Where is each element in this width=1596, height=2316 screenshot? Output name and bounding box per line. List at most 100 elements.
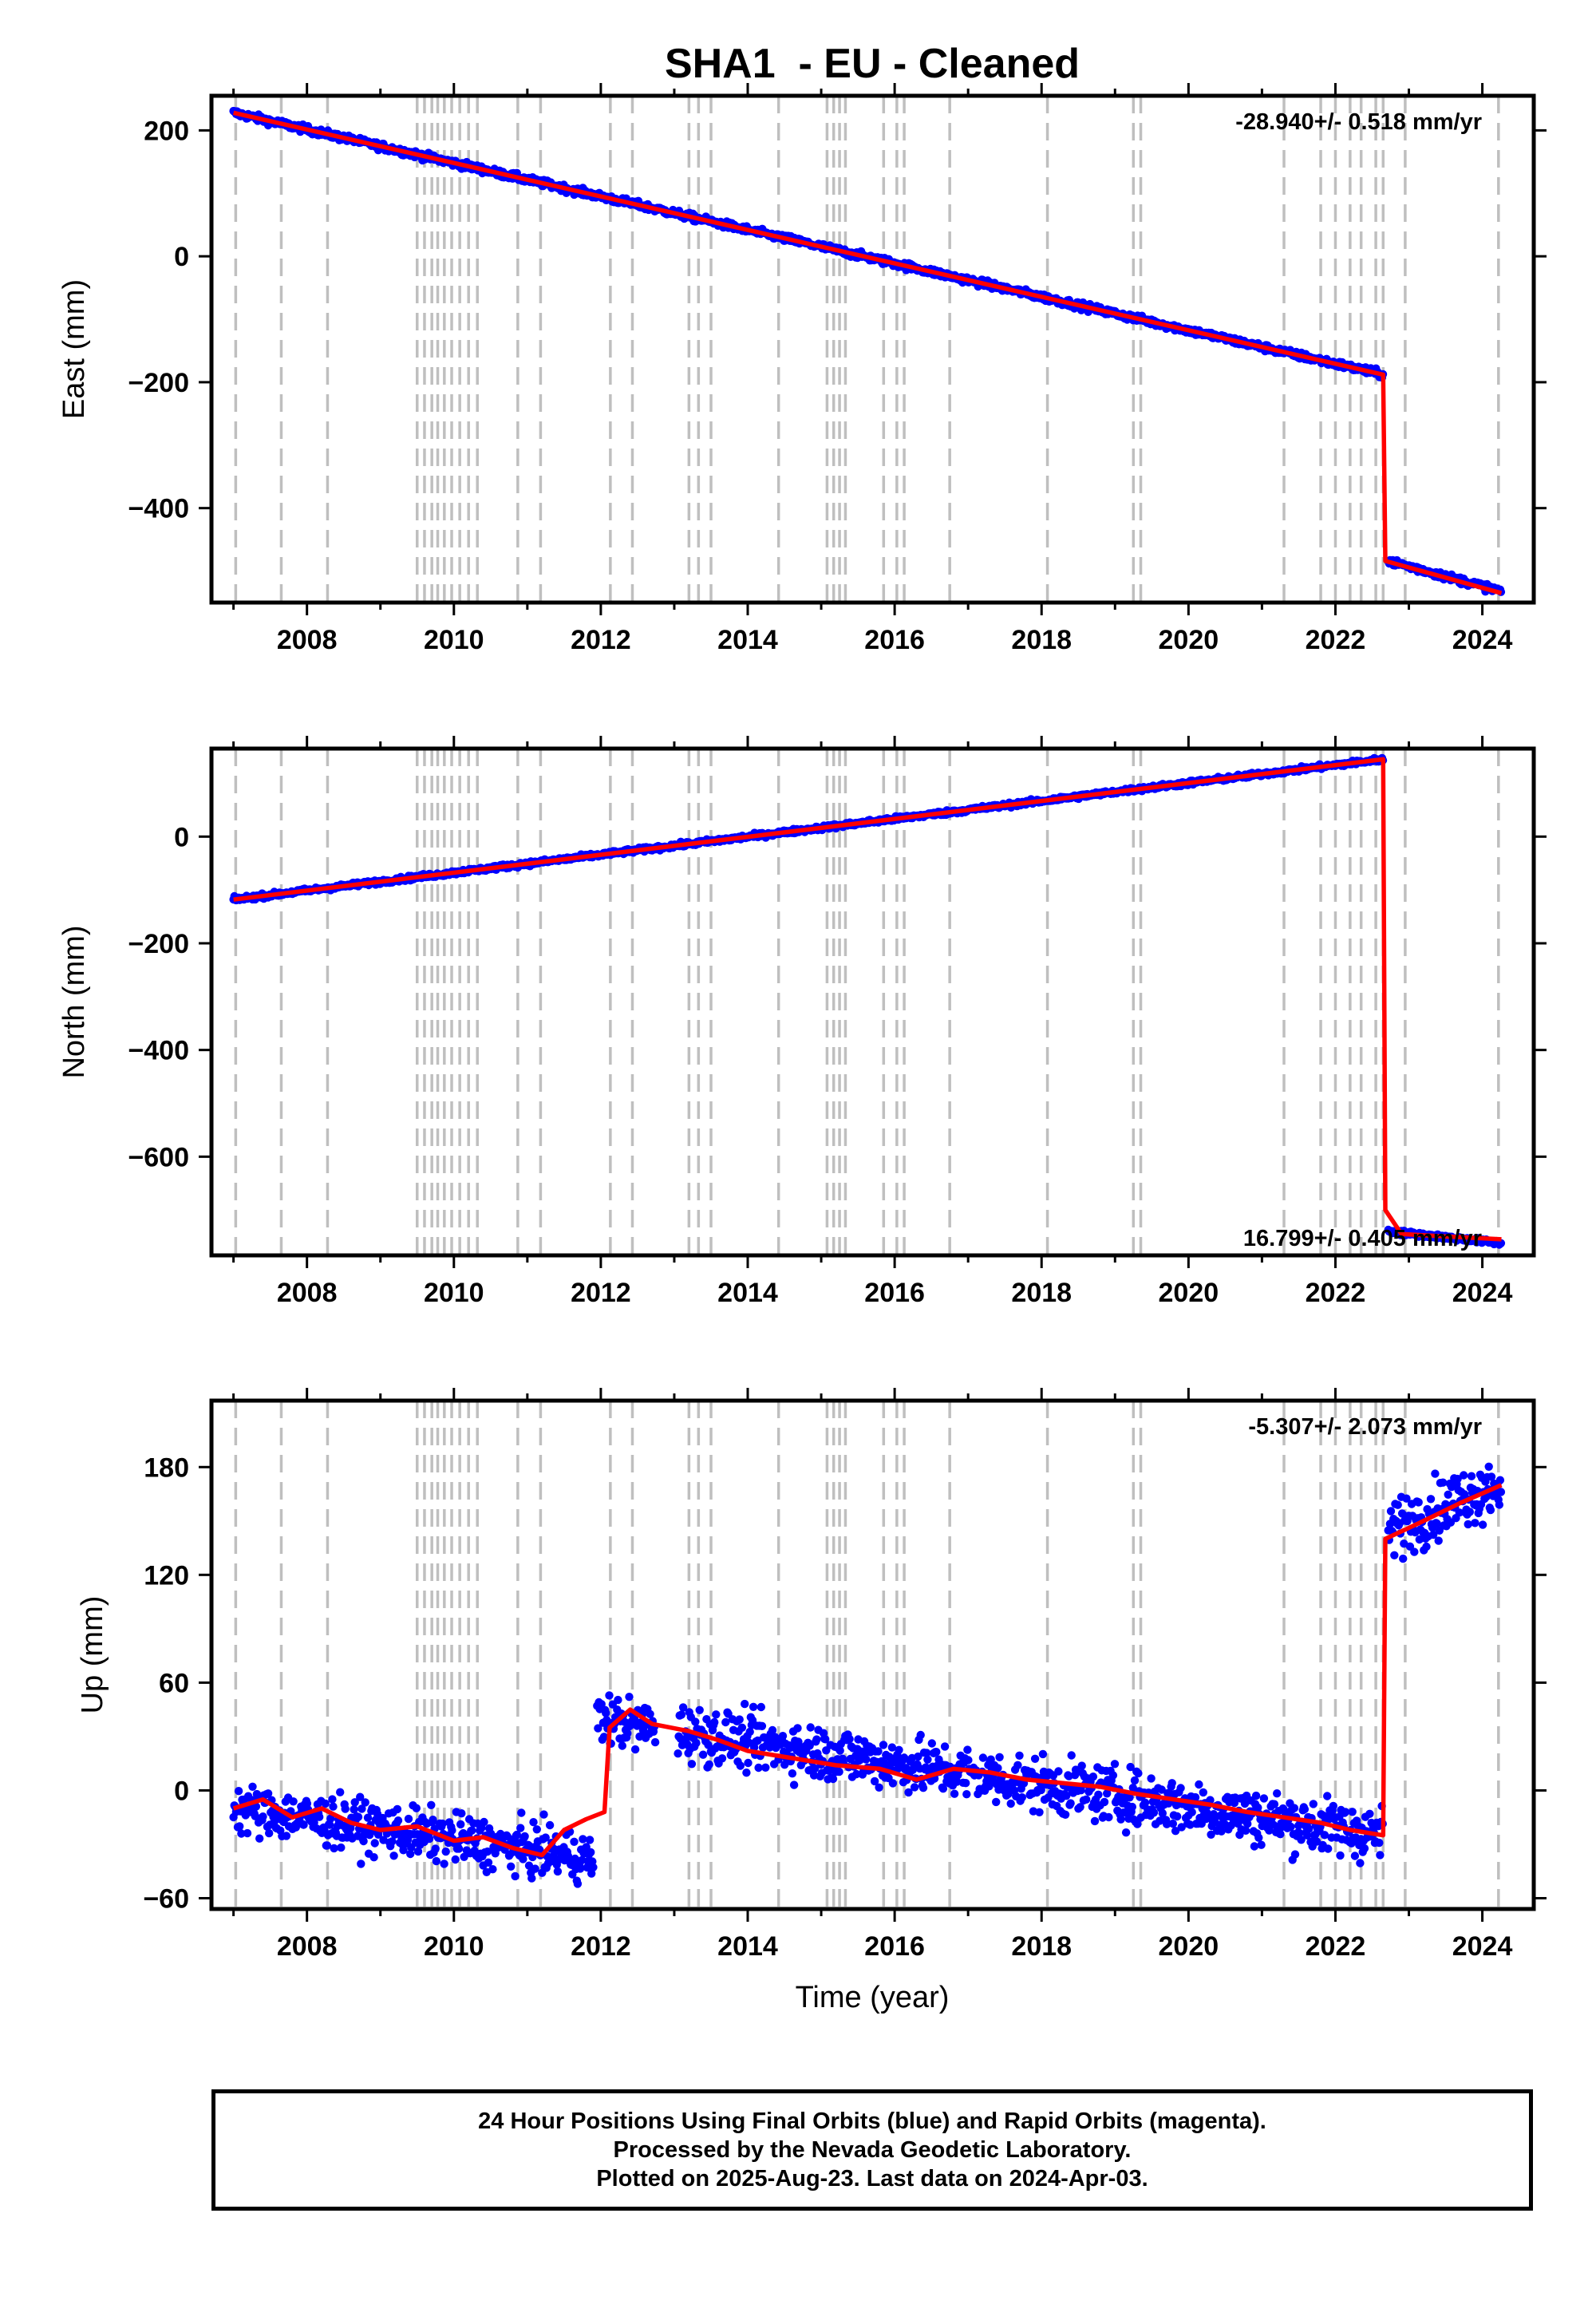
data-point bbox=[1273, 1789, 1282, 1798]
data-point bbox=[805, 1741, 814, 1750]
data-point bbox=[1062, 1792, 1071, 1800]
data-point bbox=[484, 1858, 493, 1867]
data-point bbox=[927, 1739, 937, 1748]
x-tick-label: 2012 bbox=[571, 625, 631, 655]
x-tick-label: 2018 bbox=[1011, 1278, 1072, 1308]
data-point bbox=[1195, 1780, 1203, 1789]
data-point bbox=[1290, 1804, 1299, 1812]
data-point bbox=[605, 1691, 614, 1700]
data-point bbox=[1259, 1794, 1269, 1803]
data-point bbox=[923, 1755, 932, 1764]
data-point bbox=[575, 1864, 585, 1873]
data-point bbox=[1067, 1751, 1076, 1760]
y-tick-label: −60 bbox=[143, 1883, 189, 1914]
data-point bbox=[545, 1820, 555, 1830]
data-point bbox=[1176, 1784, 1185, 1792]
data-point bbox=[531, 1864, 539, 1873]
data-point bbox=[1157, 1785, 1166, 1794]
data-point bbox=[1365, 1809, 1374, 1818]
data-point bbox=[587, 1848, 595, 1857]
data-point bbox=[1015, 1751, 1024, 1760]
data-point bbox=[406, 1849, 415, 1859]
data-point bbox=[539, 1810, 548, 1819]
data-point bbox=[1149, 1808, 1159, 1817]
x-tick-label: 2008 bbox=[277, 625, 338, 655]
plot-frame bbox=[209, 746, 1536, 1258]
data-point bbox=[757, 1702, 765, 1712]
chart-title: SHA1 - EU - Cleaned bbox=[665, 41, 1080, 87]
data-point bbox=[1254, 1803, 1262, 1812]
data-point bbox=[1257, 1840, 1266, 1849]
data-point bbox=[1320, 1831, 1329, 1840]
x-tick-label: 2020 bbox=[1159, 1931, 1219, 1962]
data-point bbox=[757, 1721, 767, 1730]
data-point bbox=[1006, 1799, 1015, 1808]
data-point bbox=[330, 1844, 338, 1853]
data-point bbox=[1484, 1462, 1493, 1472]
event-lines bbox=[234, 749, 1500, 1255]
data-point bbox=[614, 1695, 622, 1705]
x-tick-label: 2024 bbox=[1452, 625, 1513, 655]
data-point bbox=[887, 1743, 897, 1752]
y-axis-label: Up (mm) bbox=[76, 1596, 109, 1714]
data-point bbox=[1444, 1490, 1452, 1500]
data-point bbox=[1061, 1810, 1070, 1819]
data-point bbox=[674, 1749, 682, 1758]
x-tick-label: 2012 bbox=[571, 1931, 631, 1962]
data-point bbox=[695, 1705, 704, 1714]
data-point bbox=[1116, 1815, 1125, 1824]
data-point bbox=[1241, 1826, 1250, 1835]
y-tick-label: −200 bbox=[128, 929, 189, 959]
data-point bbox=[235, 1822, 244, 1831]
data-point bbox=[1037, 1785, 1045, 1795]
data-point bbox=[623, 1729, 632, 1738]
data-point bbox=[350, 1805, 358, 1814]
data-point bbox=[916, 1730, 925, 1740]
y-tick-label: −600 bbox=[128, 1142, 189, 1172]
data-points bbox=[229, 753, 1506, 1249]
x-tick-label: 2016 bbox=[864, 1931, 925, 1962]
x-tick-label: 2020 bbox=[1159, 625, 1219, 655]
data-point bbox=[904, 1788, 913, 1797]
data-point bbox=[828, 1774, 838, 1784]
data-point bbox=[289, 1797, 298, 1806]
data-point bbox=[1422, 1542, 1431, 1551]
data-point bbox=[1495, 1476, 1505, 1484]
data-point bbox=[940, 1742, 950, 1751]
data-point bbox=[687, 1760, 697, 1769]
data-point bbox=[369, 1853, 378, 1862]
data-point bbox=[456, 1820, 465, 1829]
data-point bbox=[427, 1800, 436, 1809]
x-tick-label: 2022 bbox=[1306, 1931, 1366, 1962]
data-point bbox=[1360, 1844, 1369, 1853]
data-point bbox=[1217, 1827, 1226, 1836]
data-point bbox=[1171, 1827, 1180, 1836]
x-tick-label: 2014 bbox=[717, 1278, 778, 1308]
data-point bbox=[1140, 1798, 1150, 1807]
data-point bbox=[599, 1733, 609, 1741]
data-point bbox=[962, 1790, 971, 1799]
data-point bbox=[359, 1836, 368, 1846]
data-point bbox=[425, 1834, 434, 1844]
rate-label: -28.940+/- 0.518 mm/yr bbox=[1235, 109, 1482, 135]
data-point bbox=[243, 1828, 252, 1838]
data-point bbox=[389, 1852, 398, 1860]
x-tick-label: 2014 bbox=[717, 1931, 778, 1962]
data-point bbox=[517, 1808, 526, 1817]
data-point bbox=[507, 1862, 516, 1871]
x-tick-label: 2022 bbox=[1306, 1278, 1366, 1308]
model-line bbox=[233, 757, 1502, 1242]
data-point bbox=[1495, 1500, 1504, 1509]
data-point bbox=[404, 1814, 413, 1824]
data-point bbox=[650, 1737, 660, 1747]
data-point bbox=[710, 1717, 719, 1727]
data-point bbox=[1467, 1472, 1476, 1480]
north-panel: 2008 2010 2012 2014 2016 2018 2020 2022 2024 0 −20… bbox=[57, 736, 1547, 1308]
y-tick-label: 0 bbox=[174, 822, 189, 852]
data-point bbox=[1038, 1749, 1048, 1759]
x-tick-label: 2010 bbox=[424, 625, 484, 655]
x-tick-label: 2024 bbox=[1452, 1278, 1513, 1308]
data-point bbox=[602, 1709, 610, 1717]
data-point bbox=[875, 1783, 883, 1792]
